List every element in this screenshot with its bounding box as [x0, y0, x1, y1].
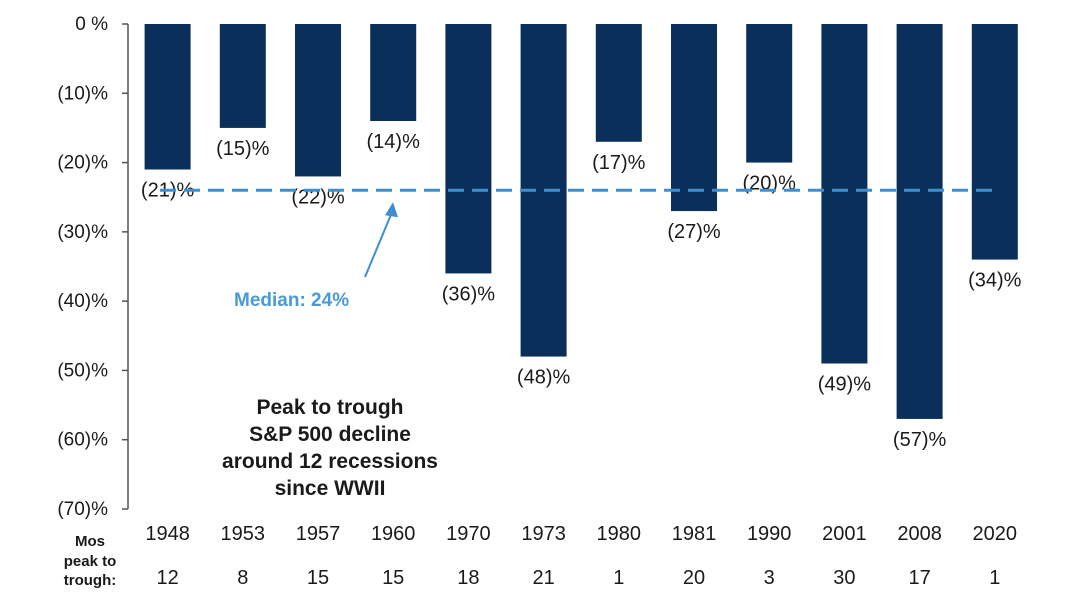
data-label-2020: (34)%: [968, 270, 1022, 292]
median-arrow: [364, 211, 393, 278]
y-tick-label: (10)%: [57, 83, 108, 104]
x-category-label: 1990: [747, 523, 792, 545]
y-tick-label: (70)%: [57, 499, 108, 520]
x-category-label: 1981: [672, 523, 717, 545]
y-tick-label: (40)%: [57, 291, 108, 312]
y-tick-label: (20)%: [57, 153, 108, 174]
bar-1981: [671, 24, 717, 212]
data-label-1960: (14)%: [367, 131, 421, 153]
months-value: 18: [457, 567, 479, 589]
x-category-label: 2020: [973, 523, 1018, 545]
y-tick-label: 0 %: [75, 14, 108, 35]
months-value: 21: [532, 567, 554, 589]
annotation-line-3: around 12 recessions: [222, 450, 438, 473]
data-label-2001: (49)%: [818, 374, 872, 396]
months-label-2: peak to: [64, 553, 117, 570]
data-label-1981: (27)%: [667, 221, 721, 243]
months-value: 15: [307, 567, 329, 589]
y-tick-label: (50)%: [57, 360, 108, 381]
x-category-label: 1973: [521, 523, 566, 545]
data-label-1970: (36)%: [442, 283, 496, 305]
x-category-label: 1960: [371, 523, 416, 545]
x-category-label: 1957: [296, 523, 341, 545]
bar-1948: [144, 24, 191, 170]
y-axis-ticks: 0 % (10)% (20)% (30)% (40)% (50)% (60)% (70)%: [57, 14, 128, 520]
median-group: Median: 24%: [160, 188, 992, 311]
bar-1990: [746, 24, 793, 163]
bar-2001: [821, 24, 868, 364]
x-category-label: 2001: [822, 523, 867, 545]
bar-1980: [595, 24, 642, 142]
bar-2020: [971, 24, 1018, 260]
bar-1953: [219, 24, 266, 128]
x-category-label: 2008: [897, 523, 942, 545]
bar-1960: [370, 24, 417, 121]
data-label-1980: (17)%: [592, 152, 646, 174]
annotation: Peak to trough S&P 500 decline around 12…: [222, 396, 438, 500]
bar-1970: [445, 24, 492, 274]
annotation-line-2: S&P 500 decline: [249, 423, 411, 446]
months-value: 30: [833, 567, 855, 589]
bar-1957: [295, 24, 341, 177]
months-value: 8: [237, 567, 248, 589]
months-value: 17: [908, 567, 930, 589]
months-row: Mos peak to trough: 12 8 15 15 18 21 1 20 3 30 17 1: [64, 533, 1001, 589]
x-axis-categories: 1948 1953 1957 1960 1970 1973 1980 1981 1990 2001…: [145, 523, 1017, 545]
months-value: 15: [382, 567, 404, 589]
x-category-label: 1948: [145, 523, 190, 545]
data-label-1973: (48)%: [517, 367, 571, 389]
annotation-line-4: since WWII: [275, 477, 386, 500]
data-label-2008: (57)%: [893, 429, 947, 451]
months-label-3: trough:: [64, 572, 116, 589]
months-value: 1: [613, 567, 624, 589]
months-value: 3: [764, 567, 775, 589]
median-label: Median: 24%: [234, 290, 349, 311]
median-arrowhead: [385, 202, 398, 218]
bar-2008: [896, 24, 943, 419]
y-tick-label: (60)%: [57, 430, 108, 451]
months-label-1: Mos: [75, 533, 105, 550]
x-category-label: 1970: [446, 523, 491, 545]
data-label-1957: (22)%: [291, 186, 345, 208]
y-tick-label: (30)%: [57, 222, 108, 243]
x-category-label: 1980: [597, 523, 642, 545]
x-category-label: 1953: [221, 523, 266, 545]
months-value: 12: [156, 567, 178, 589]
data-label-1990: (20)%: [743, 173, 797, 195]
data-label-1953: (15)%: [216, 138, 270, 160]
months-value: 20: [683, 567, 705, 589]
annotation-line-1: Peak to trough: [256, 396, 403, 419]
bars: [144, 24, 1018, 419]
months-value: 1: [989, 567, 1000, 589]
